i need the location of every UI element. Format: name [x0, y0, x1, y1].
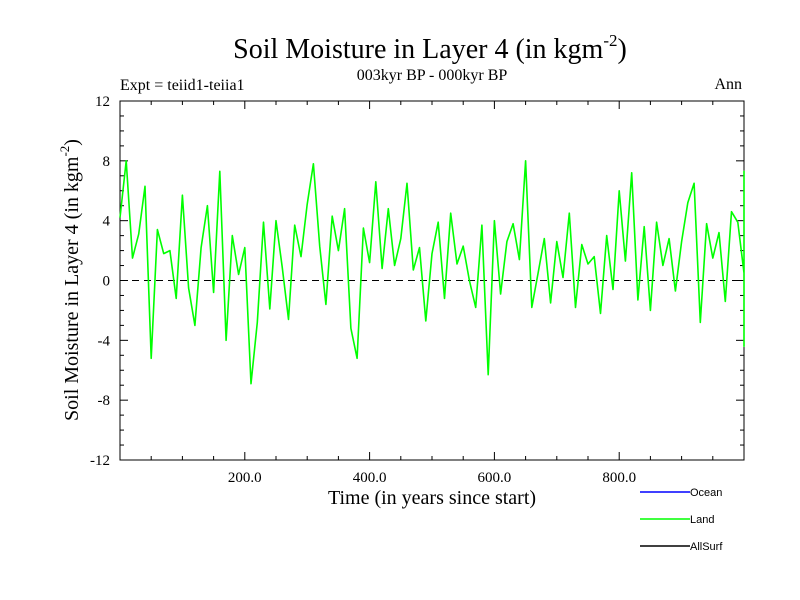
x-axis-label: Time (in years since start): [328, 487, 536, 509]
x-tick-label: 200.0: [228, 470, 262, 486]
x-tick-label: 600.0: [478, 470, 512, 486]
season-label: Ann: [714, 76, 742, 93]
y-axis-label-main: Soil Moisture in Layer 4 (in kgm: [61, 156, 83, 421]
y-tick-label: 0: [103, 274, 111, 290]
experiment-label: Expt = teiid1-teiia1: [120, 77, 245, 94]
series-line-land: [119, 160, 745, 385]
y-tick-label: -12: [90, 453, 110, 469]
y-tick-label: -8: [98, 393, 111, 409]
y-tick-label: 12: [95, 94, 110, 110]
chart-title: Soil Moisture in Layer 4 (in kgm-2): [233, 31, 627, 65]
legend-label-ocean: Ocean: [690, 487, 722, 499]
y-tick-label: 4: [103, 214, 111, 230]
chart-title-main: Soil Moisture in Layer 4 (in kgm: [233, 34, 603, 65]
y-tick-label: 8: [103, 154, 111, 170]
chart-legend: Ocean Land AllSurf: [640, 487, 723, 553]
chart-subtitle: 003kyr BP - 000kyr BP: [357, 67, 508, 84]
chart-title-close: ): [618, 34, 627, 65]
x-tick-label: 800.0: [602, 470, 636, 486]
x-tick-label: 400.0: [353, 470, 387, 486]
chart-title-sup: -2: [603, 31, 617, 50]
y-tick-label: -4: [98, 333, 111, 349]
legend-label-land: Land: [690, 514, 714, 526]
legend-label-allsurf: AllSurf: [690, 541, 723, 553]
y-axis-label-sup: -2: [57, 146, 72, 157]
y-axis-label: Soil Moisture in Layer 4 (in kgm-2): [57, 139, 83, 421]
axis-tick-labels: 12 8 4 0 -4 -8 -12 200.0 400.0 600.0 800.0: [90, 94, 636, 486]
axis-ticks: [120, 100, 744, 461]
y-axis-label-close: ): [61, 139, 83, 146]
